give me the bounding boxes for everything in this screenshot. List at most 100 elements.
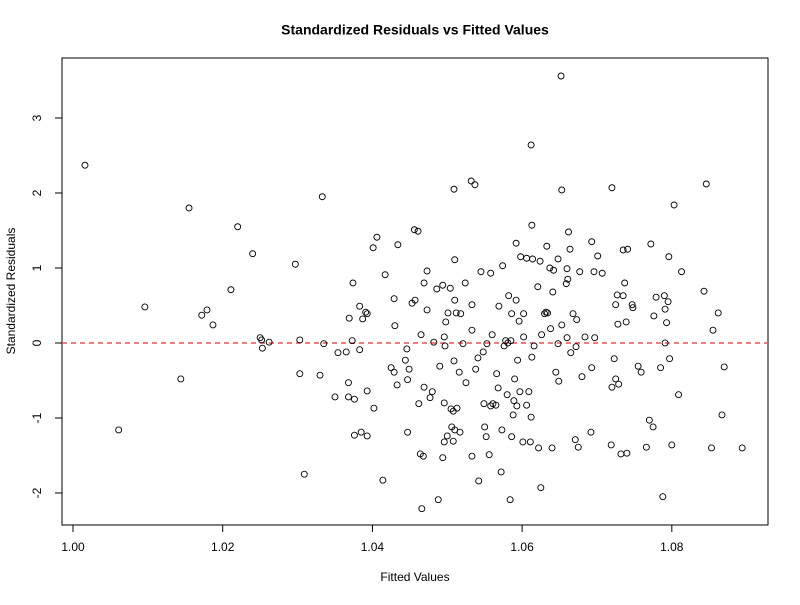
- point: [573, 316, 581, 324]
- point: [316, 371, 324, 379]
- point: [538, 331, 546, 339]
- y-tick-label: 0: [30, 339, 44, 346]
- point: [526, 438, 534, 446]
- point: [462, 379, 470, 387]
- point: [588, 364, 596, 372]
- point: [403, 345, 411, 353]
- point: [393, 381, 401, 389]
- y-axis-label: Standardized Residuals: [4, 228, 18, 355]
- point: [439, 281, 447, 289]
- point: [198, 311, 206, 319]
- point: [661, 305, 669, 313]
- point: [507, 337, 515, 345]
- x-tick-label: 1.06: [510, 540, 534, 554]
- point: [623, 449, 631, 457]
- point: [357, 428, 365, 436]
- point: [738, 444, 746, 452]
- point: [527, 413, 535, 421]
- point: [514, 356, 522, 364]
- point: [617, 450, 625, 458]
- point: [452, 309, 460, 317]
- point: [391, 322, 399, 330]
- point: [657, 364, 665, 372]
- point: [300, 470, 308, 478]
- point: [439, 454, 447, 462]
- point: [513, 402, 521, 410]
- point: [578, 373, 586, 381]
- point: [563, 334, 571, 342]
- point: [258, 344, 266, 352]
- point: [523, 254, 531, 262]
- point: [530, 342, 538, 350]
- point: [619, 246, 627, 254]
- point: [405, 365, 413, 373]
- chart-title: Standardized Residuals vs Fitted Values: [281, 22, 549, 38]
- x-tick-label: 1.04: [361, 540, 385, 554]
- point: [373, 233, 381, 241]
- point: [443, 432, 451, 440]
- point: [442, 318, 450, 326]
- point: [468, 452, 476, 460]
- point: [227, 286, 235, 294]
- point: [177, 375, 185, 383]
- point: [115, 426, 123, 434]
- point: [564, 275, 572, 283]
- point: [720, 363, 728, 371]
- point: [390, 368, 398, 376]
- point: [414, 227, 422, 235]
- point: [502, 337, 510, 345]
- y-tick-label: 2: [30, 189, 44, 196]
- point: [457, 310, 465, 318]
- point: [714, 309, 722, 317]
- point: [415, 400, 423, 408]
- point: [718, 411, 726, 419]
- point: [536, 257, 544, 265]
- point: [574, 443, 582, 451]
- point: [265, 338, 273, 346]
- point: [670, 201, 678, 209]
- point: [440, 333, 448, 341]
- point: [485, 451, 493, 459]
- point: [467, 177, 475, 185]
- point: [411, 296, 419, 304]
- point: [649, 423, 657, 431]
- point: [479, 348, 487, 356]
- point: [342, 348, 350, 356]
- point: [664, 298, 672, 306]
- point: [348, 337, 356, 345]
- point: [440, 399, 448, 407]
- point: [571, 436, 579, 444]
- point: [642, 443, 650, 451]
- point: [535, 444, 543, 452]
- point: [675, 391, 683, 399]
- point: [525, 388, 533, 396]
- point: [552, 368, 560, 376]
- point: [444, 309, 452, 317]
- point: [508, 310, 516, 318]
- point: [516, 388, 524, 396]
- point: [708, 444, 715, 452]
- point: [612, 375, 620, 383]
- point: [678, 268, 685, 276]
- point: [456, 428, 464, 436]
- point: [296, 336, 304, 344]
- point: [203, 306, 211, 314]
- point: [488, 331, 496, 339]
- point: [591, 334, 599, 342]
- point: [482, 433, 490, 441]
- point: [634, 362, 642, 370]
- point: [608, 383, 616, 391]
- point: [349, 279, 357, 287]
- point: [610, 355, 618, 363]
- point: [645, 416, 653, 424]
- point: [709, 326, 717, 334]
- point: [629, 304, 637, 312]
- point: [666, 355, 674, 363]
- point: [345, 314, 353, 322]
- point: [480, 400, 488, 408]
- point: [440, 438, 448, 446]
- point: [258, 336, 266, 344]
- point: [590, 268, 598, 276]
- point: [426, 394, 434, 402]
- point: [647, 240, 655, 248]
